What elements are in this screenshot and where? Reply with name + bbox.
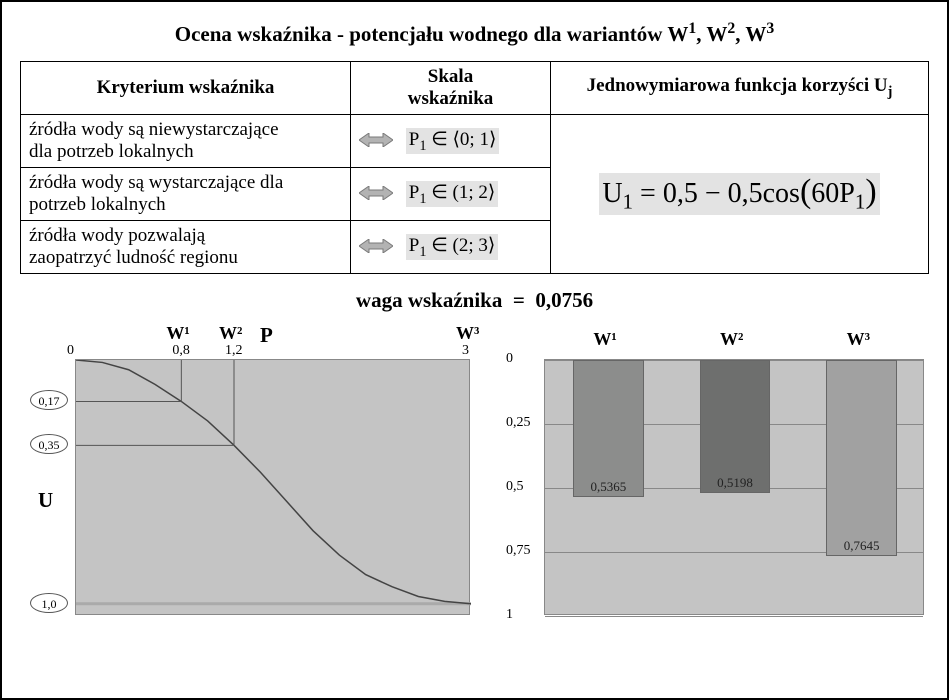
x-tick-label: 0 [67,343,74,359]
title-text: Ocena wskaźnika - potencjału wodnego dla… [175,22,689,46]
plot-area: 0,5365 0,5198 0,7645 [544,359,924,615]
skala-cell: P1 ∈ (2; 3⟩ [351,221,551,274]
category-label: W¹ [593,329,616,350]
grid-line [545,616,923,617]
y-tick-label: 0,75 [506,543,531,559]
kriterium-cell: źródła wody pozwalają zaopatrzyć ludność… [21,221,351,274]
w-marker-label: W¹ [166,323,189,344]
bar [826,360,897,556]
double-arrow-icon [359,186,393,200]
weight-label: waga wskaźnika [356,288,502,312]
y-tick-label: 0,25 [506,415,531,431]
page-title: Ocena wskaźnika - potencjału wodnego dla… [20,20,929,47]
y-oval-label: 0,35 [30,434,68,454]
category-label: W² [720,329,743,350]
skala-cell: P1 ∈ ⟨0; 1⟩ [351,115,551,168]
table-row: źródła wody są niewystarczające dla potr… [21,115,929,168]
skala-range: P1 ∈ (2; 3⟩ [406,234,499,261]
utility-formula: U1 = 0,5 − 0,5cos(60P1) [599,173,879,215]
w-marker-label: W³ [456,323,479,344]
krit-line: źródła wody są wystarczające dla [29,172,283,193]
skala-label-1: Skala [428,66,473,87]
title-sup2: 2 [727,20,735,37]
skala-range: P1 ∈ ⟨0; 1⟩ [406,128,500,155]
bar-value-label: 0,5198 [700,475,770,491]
bar-value-label: 0,5365 [573,479,643,495]
title-sup3: 3 [766,20,774,37]
krit-line: zaopatrzyć ludność regionu [29,247,238,268]
skala-label-2: wskaźnika [408,88,494,109]
funkcja-cell: U1 = 0,5 − 0,5cos(60P1) [551,115,929,274]
weight-value: 0,0756 [535,288,593,312]
title-sup1: 1 [688,20,696,37]
col-kryterium-head: Kryterium wskaźnika [21,62,351,115]
bar-value-label: 0,7645 [827,538,897,554]
funkcja-label: Jednowymiarowa funkcja korzyści U [587,75,888,96]
charts-row: P U 00,81,23W¹W²W³0,170,351,0 0,53650,51… [20,323,929,633]
bar [573,360,644,497]
y-tick-label: 0 [506,351,513,367]
weight-line: waga wskaźnika = 0,0756 [20,288,929,313]
skala-cell: P1 ∈ (1; 2⟩ [351,168,551,221]
bar-chart: 0,5365 0,5198 0,7645 0 0,25 0,5 0,75 1 W¹ W² W³ [499,323,929,633]
figure-container: Ocena wskaźnika - potencjału wodnego dla… [0,0,949,700]
plot-area [75,359,470,615]
indicator-table: Kryterium wskaźnika Skala wskaźnika Jedn… [20,61,929,274]
x-tick-label: 1,2 [225,343,243,359]
x-tick-label: 0,8 [172,343,190,359]
kryterium-label: Kryterium wskaźnika [97,77,275,98]
double-arrow-icon [359,239,393,253]
y-axis-label: U [38,488,53,513]
y-oval-label: 0,17 [30,390,68,410]
x-tick-label: 3 [462,343,469,359]
bar [700,360,771,493]
krit-line: źródła wody pozwalają [29,225,205,246]
double-arrow-icon [359,133,393,147]
utility-curve-chart: P U 00,81,23W¹W²W³0,170,351,0 [20,323,475,633]
krit-line: potrzeb lokalnych [29,194,166,215]
funkcja-sub: j [888,84,893,100]
y-tick-label: 0,5 [506,479,524,495]
category-label: W³ [847,329,870,350]
y-tick-label: 1 [506,607,513,623]
w-marker-label: W² [219,323,242,344]
skala-range: P1 ∈ (1; 2⟩ [406,181,499,208]
kriterium-cell: źródła wody są niewystarczające dla potr… [21,115,351,168]
curve-svg [76,360,471,616]
y-oval-label: 1,0 [30,593,68,613]
kriterium-cell: źródła wody są wystarczające dla potrzeb… [21,168,351,221]
krit-line: źródła wody są niewystarczające [29,119,279,140]
x-axis-label: P [260,323,273,348]
table-header-row: Kryterium wskaźnika Skala wskaźnika Jedn… [21,62,929,115]
col-funkcja-head: Jednowymiarowa funkcja korzyści Uj [551,62,929,115]
krit-line: dla potrzeb lokalnych [29,141,194,162]
col-skala-head: Skala wskaźnika [351,62,551,115]
